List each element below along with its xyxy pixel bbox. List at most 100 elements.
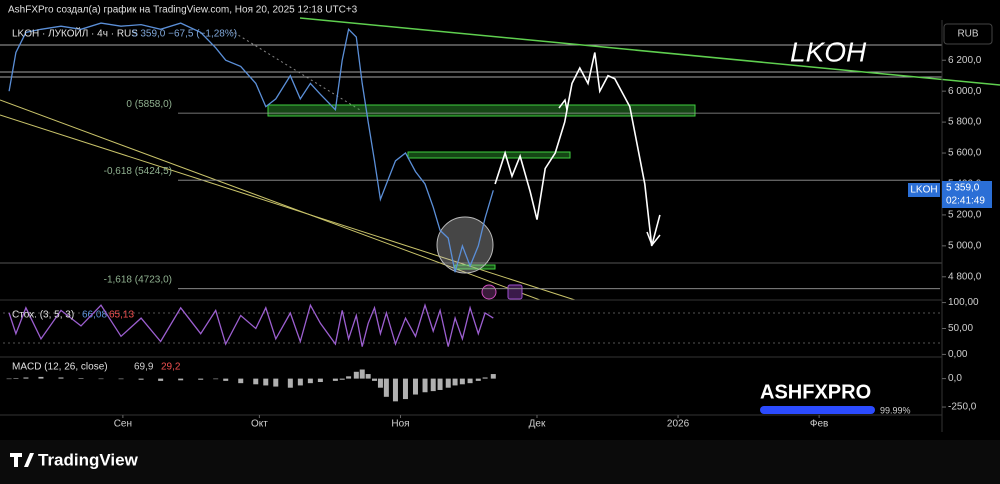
dotted-line [229,29,361,111]
footer-brand: TradingView [38,450,139,469]
chart-title: LKOH [790,36,867,67]
footer-bar [0,440,1000,484]
watermark-brand: ASHFXPRO [760,381,871,403]
event-icon[interactable] [481,284,497,300]
histogram-bar [402,378,408,400]
earnings-icon[interactable] [507,284,523,300]
histogram-bar [58,377,64,379]
y-tick-label: 6 000,0 [948,86,982,97]
series-line [8,22,494,273]
histogram-bar [467,378,473,384]
highlight-circle [436,216,494,274]
histogram-bar [339,378,345,380]
histogram-bar [198,378,204,380]
histogram-bar [332,378,338,381]
histogram-bar [287,378,293,388]
x-tick-label: Дек [529,419,546,430]
y-tick-label: 100,00 [948,297,979,308]
histogram-bar [452,378,458,386]
histogram-bar [178,378,184,381]
histogram-bar [490,374,496,379]
progress-bar [760,406,875,414]
watermark-progress: 99.99% [880,405,911,415]
histogram-bar [78,378,84,379]
y-tick-label: 4 800,0 [948,271,982,282]
macd-title: MACD (12, 26, close) [12,362,108,373]
quote: 5 359,0 −67,5 (−1,28%) [132,29,237,40]
indicator-reading: 65,13 [109,310,134,321]
histogram-bar [445,378,451,388]
price-tag-symbol [908,183,940,197]
series-line [8,303,494,347]
arrowhead [558,98,568,111]
indicator-reading: 29,2 [161,362,181,373]
tv-logo [10,453,34,467]
histogram-bar [482,377,488,379]
fib-level-label: 0 (5858,0) [126,99,172,110]
indicator-reading: 69,9 [134,362,154,373]
histogram-bar [317,378,323,383]
histogram-bar [238,378,244,384]
x-tick-label: Ноя [391,419,409,430]
x-tick-label: Фев [810,419,828,430]
y-tick-label: -250,0 [948,402,977,413]
y-tick-label: 5 000,0 [948,240,982,251]
histogram-bar [223,378,229,381]
channel-line [0,99,541,301]
price-tag-symbol-text: LKOH [910,185,937,196]
y-tick-label: 5 200,0 [948,210,982,221]
histogram-bar [412,378,418,395]
histogram-bar [475,378,481,381]
y-tick-label: 6 200,0 [948,55,982,66]
y-tick-label: 0,00 [948,349,968,360]
histogram-bar [430,378,436,392]
histogram-bar [353,371,359,379]
histogram-bar [98,378,104,380]
price-tag-countdown: 02:41:49 [946,196,985,207]
currency: RUB [957,29,978,40]
y-tick-label: 0,0 [948,373,962,384]
fib-level-label: -0,618 (5424,5) [104,166,172,177]
stoch-title: Стох. (3, 5, 3) [12,310,74,321]
fib-level-label: -1,618 (4723,0) [104,274,172,285]
currency-box[interactable] [943,23,993,45]
histogram-bar [392,378,398,402]
x-tick-label: Сен [114,419,132,430]
histogram-bar [38,376,44,379]
zone [454,264,496,270]
histogram-bar [213,378,219,380]
histogram-bar [459,378,465,385]
y-tick-label: 5 600,0 [948,148,982,159]
histogram-bar [138,378,144,380]
zone [267,104,696,117]
histogram-bar [118,378,124,380]
histogram-bar [273,378,279,387]
histogram-bar [13,378,19,379]
zone [407,151,571,159]
histogram-bar [6,378,12,380]
price-tag-price: 5 359,0 [946,183,980,194]
histogram-bar [372,378,378,381]
histogram-bar [383,378,389,397]
series-line [494,52,661,247]
header: AshFXPro создал(а) график на TradingView… [8,4,358,16]
x-tick-label: 2026 [667,419,690,430]
histogram-bar [307,378,313,384]
y-tick-label: 50,00 [948,323,973,334]
histogram-bar [377,378,383,388]
x-tick-label: Окт [251,419,268,430]
symbol-legend: LKOH · ЛУКОЙЛ · 4ч · RUS [12,27,138,40]
price-tag [942,181,992,208]
y-tick-label: 5 800,0 [948,117,982,128]
histogram-bar [253,378,259,385]
histogram-bar [23,377,29,379]
trendline [299,17,1000,86]
histogram-bar [422,378,428,393]
indicator-reading: 66,08 [82,310,107,321]
histogram-bar [346,376,352,379]
histogram-bar [263,378,269,386]
histogram-bar [158,378,164,381]
histogram-bar [437,378,443,390]
